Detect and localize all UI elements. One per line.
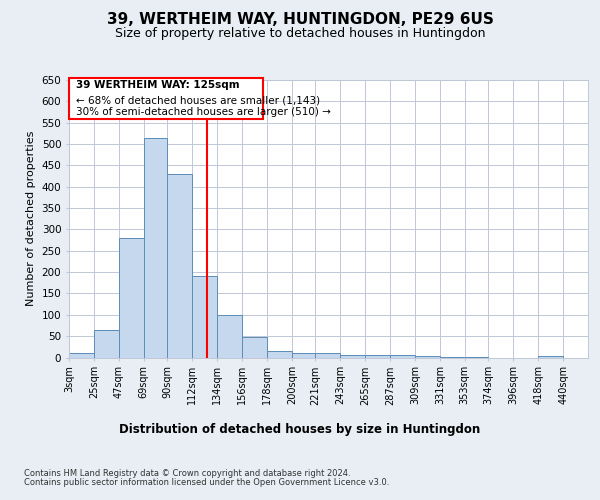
Bar	[69, 353, 94, 358]
Bar	[415, 356, 440, 358]
Text: Contains HM Land Registry data © Crown copyright and database right 2024.: Contains HM Land Registry data © Crown c…	[24, 469, 350, 478]
Text: Contains public sector information licensed under the Open Government Licence v3: Contains public sector information licen…	[24, 478, 389, 487]
Bar	[316, 353, 340, 358]
Text: Distribution of detached houses by size in Huntingdon: Distribution of detached houses by size …	[119, 422, 481, 436]
Text: 39 WERTHEIM WAY: 125sqm: 39 WERTHEIM WAY: 125sqm	[76, 80, 239, 90]
Bar	[242, 338, 267, 357]
Bar	[94, 330, 119, 357]
Bar	[143, 138, 167, 358]
Bar	[340, 356, 365, 358]
Bar	[69, 78, 263, 120]
Text: Size of property relative to detached houses in Huntingdon: Size of property relative to detached ho…	[115, 28, 485, 40]
Bar	[538, 356, 563, 358]
Bar	[217, 315, 242, 358]
Bar	[292, 353, 316, 358]
Bar	[119, 238, 143, 358]
Bar	[440, 356, 465, 358]
Bar	[390, 356, 415, 358]
Y-axis label: Number of detached properties: Number of detached properties	[26, 131, 36, 306]
Text: 30% of semi-detached houses are larger (510) →: 30% of semi-detached houses are larger (…	[76, 107, 331, 117]
Bar	[365, 356, 390, 358]
Bar	[167, 174, 192, 358]
Bar	[267, 351, 292, 358]
Text: 39, WERTHEIM WAY, HUNTINGDON, PE29 6US: 39, WERTHEIM WAY, HUNTINGDON, PE29 6US	[107, 12, 493, 28]
Bar	[465, 356, 488, 358]
Bar	[192, 276, 217, 357]
Text: ← 68% of detached houses are smaller (1,143): ← 68% of detached houses are smaller (1,…	[76, 95, 320, 105]
